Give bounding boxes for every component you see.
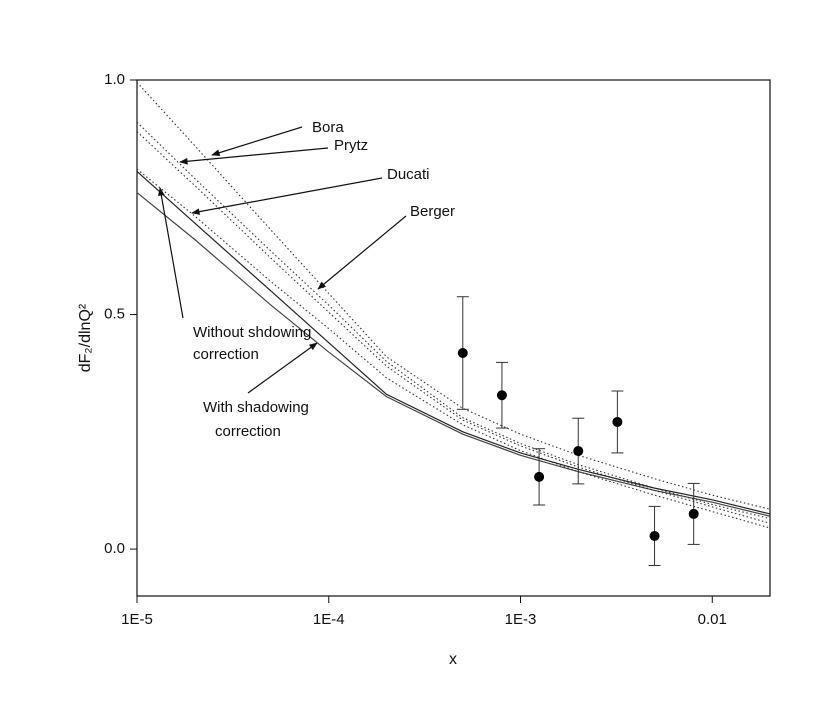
annotation-label: With shadowing — [203, 399, 309, 416]
y-axis-label: dF₂/dlnQ² — [77, 303, 94, 372]
x-tick-label: 0.01 — [698, 611, 727, 628]
y-tick-label: 0.0 — [104, 540, 125, 557]
annotation-label: Berger — [410, 203, 455, 220]
series-line — [136, 192, 771, 517]
annotation-label: correction — [193, 346, 259, 363]
annotation-label: Ducati — [387, 166, 430, 183]
annotation-arrow — [179, 147, 329, 165]
y-tick-label: 1.0 — [104, 71, 125, 88]
data-point — [612, 416, 623, 427]
plot-frame — [136, 79, 771, 597]
series-line — [136, 121, 771, 520]
annotation-label: correction — [215, 423, 281, 440]
series-line — [136, 171, 771, 515]
x-tick-label: 1E-5 — [121, 611, 153, 628]
annotation-arrow — [211, 126, 303, 156]
annotation-arrow — [158, 187, 184, 319]
data-point — [573, 446, 584, 457]
data-point — [534, 471, 545, 482]
data-point — [496, 390, 507, 401]
annotation-arrow — [317, 215, 407, 290]
annotation-label: Prytz — [334, 137, 368, 154]
series-line — [136, 168, 771, 529]
annotation-label: Without shdowing — [193, 324, 311, 341]
series-line — [136, 81, 771, 510]
data-point — [688, 508, 699, 519]
annotation-label: Bora — [312, 119, 344, 136]
data-point — [457, 348, 468, 359]
data-point — [649, 530, 660, 541]
series-line — [136, 131, 771, 524]
y-tick-label: 0.5 — [104, 306, 125, 323]
annotation-arrow — [247, 342, 318, 394]
x-tick-label: 1E-3 — [505, 611, 537, 628]
x-tick-label: 1E-4 — [313, 611, 345, 628]
annotation-arrow — [191, 177, 383, 215]
x-axis-label: x — [449, 651, 457, 668]
